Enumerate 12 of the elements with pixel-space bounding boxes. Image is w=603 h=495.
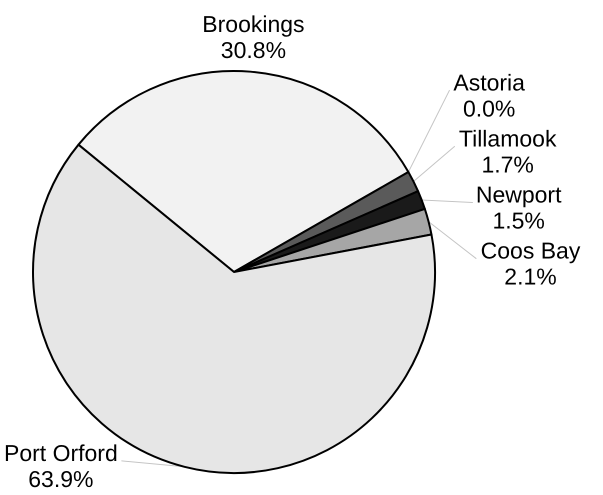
category-label: Astoria [453, 70, 525, 96]
data-label: 63.9% [28, 466, 94, 492]
data-label: 1.5% [492, 208, 545, 234]
slice-label: Port Orford [4, 440, 118, 466]
slice-label: Newport [476, 182, 562, 208]
slice-label: Brookings [202, 10, 305, 37]
slice-label: Coos Bay [480, 238, 581, 264]
text: 0.0% [462, 96, 516, 122]
data-label: 2.1% [504, 264, 557, 290]
data-label: 1.7% [481, 152, 534, 178]
slice-label: Tillamook [458, 126, 557, 152]
data-label: 30.8% [220, 36, 286, 63]
